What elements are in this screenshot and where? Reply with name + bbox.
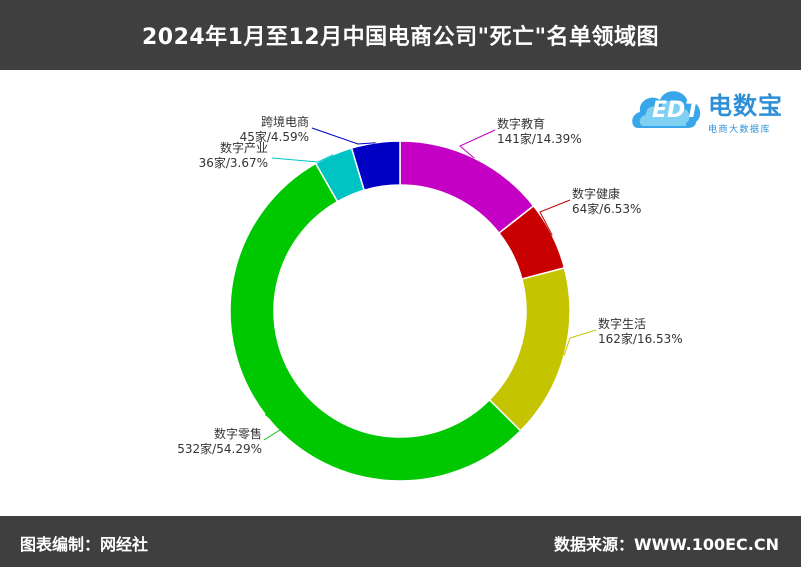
leader-line-cross-border (311, 127, 376, 145)
slices-group (229, 140, 571, 482)
slice-name-label-education: 数字教育 (497, 116, 545, 131)
leader-line-retail (263, 414, 284, 441)
leader-line-education (459, 129, 496, 159)
slice-retail (229, 162, 522, 482)
slice-name-label-health: 数字健康 (572, 186, 620, 201)
slice-value-label-industry: 36家/3.67% (199, 155, 268, 170)
logo-subtitle: 电商大数据库 (708, 125, 772, 135)
slice-value-label-education: 141家/14.39% (497, 131, 582, 146)
slice-education (399, 140, 535, 235)
logo-title: 电数宝 (708, 92, 783, 120)
logo-mark: EDT (652, 98, 701, 123)
leader-line-health (539, 199, 571, 236)
slice-cross-border (350, 140, 401, 192)
slice-name-label-life: 数字生活 (598, 316, 646, 331)
slice-value-label-retail: 532家/54.29% (177, 441, 262, 456)
leader-line-life (563, 329, 597, 356)
footer-credit: 图表编制：网经社 (20, 535, 149, 554)
slice-value-label-health: 64家/6.53% (572, 201, 641, 216)
slice-value-label-life: 162家/16.53% (598, 331, 683, 346)
slice-name-label-cross-border: 跨境电商 (261, 114, 309, 129)
slice-life (488, 266, 571, 432)
page-title: 2024年1月至12月中国电商公司"死亡"名单领域图 (141, 25, 660, 50)
footer-bar: 图表编制：网经社 数据来源：WWW.100EC.CN (0, 516, 801, 567)
slice-value-label-cross-border: 45家/4.59% (240, 129, 309, 144)
slice-name-label-industry: 数字产业 (220, 140, 268, 155)
cloud-logo-icon (632, 91, 701, 128)
slice-name-label-retail: 数字零售 (214, 426, 262, 441)
leader-line-industry (271, 154, 334, 163)
footer-source: 数据来源：WWW.100EC.CN (553, 535, 779, 554)
chart-title-bar: 2024年1月至12月中国电商公司"死亡"名单领域图 (0, 0, 801, 70)
